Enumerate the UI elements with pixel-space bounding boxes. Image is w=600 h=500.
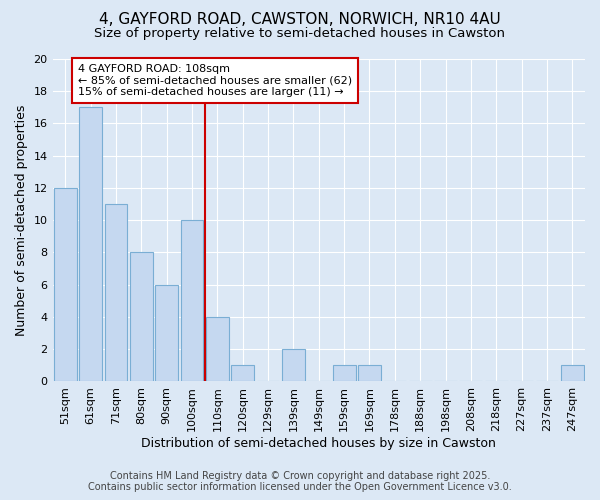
Bar bbox=[130, 252, 152, 382]
Bar bbox=[155, 284, 178, 382]
Text: 4, GAYFORD ROAD, CAWSTON, NORWICH, NR10 4AU: 4, GAYFORD ROAD, CAWSTON, NORWICH, NR10 … bbox=[99, 12, 501, 28]
Bar bbox=[231, 366, 254, 382]
Bar bbox=[181, 220, 203, 382]
Text: Size of property relative to semi-detached houses in Cawston: Size of property relative to semi-detach… bbox=[95, 28, 505, 40]
Bar bbox=[54, 188, 77, 382]
Bar bbox=[561, 366, 584, 382]
Text: 4 GAYFORD ROAD: 108sqm
← 85% of semi-detached houses are smaller (62)
15% of sem: 4 GAYFORD ROAD: 108sqm ← 85% of semi-det… bbox=[78, 64, 352, 97]
Bar bbox=[104, 204, 127, 382]
Bar bbox=[333, 366, 356, 382]
Bar bbox=[358, 366, 381, 382]
Bar bbox=[282, 349, 305, 382]
Text: Contains HM Land Registry data © Crown copyright and database right 2025.
Contai: Contains HM Land Registry data © Crown c… bbox=[88, 471, 512, 492]
Bar bbox=[79, 108, 102, 382]
X-axis label: Distribution of semi-detached houses by size in Cawston: Distribution of semi-detached houses by … bbox=[142, 437, 496, 450]
Bar bbox=[206, 317, 229, 382]
Y-axis label: Number of semi-detached properties: Number of semi-detached properties bbox=[15, 104, 28, 336]
